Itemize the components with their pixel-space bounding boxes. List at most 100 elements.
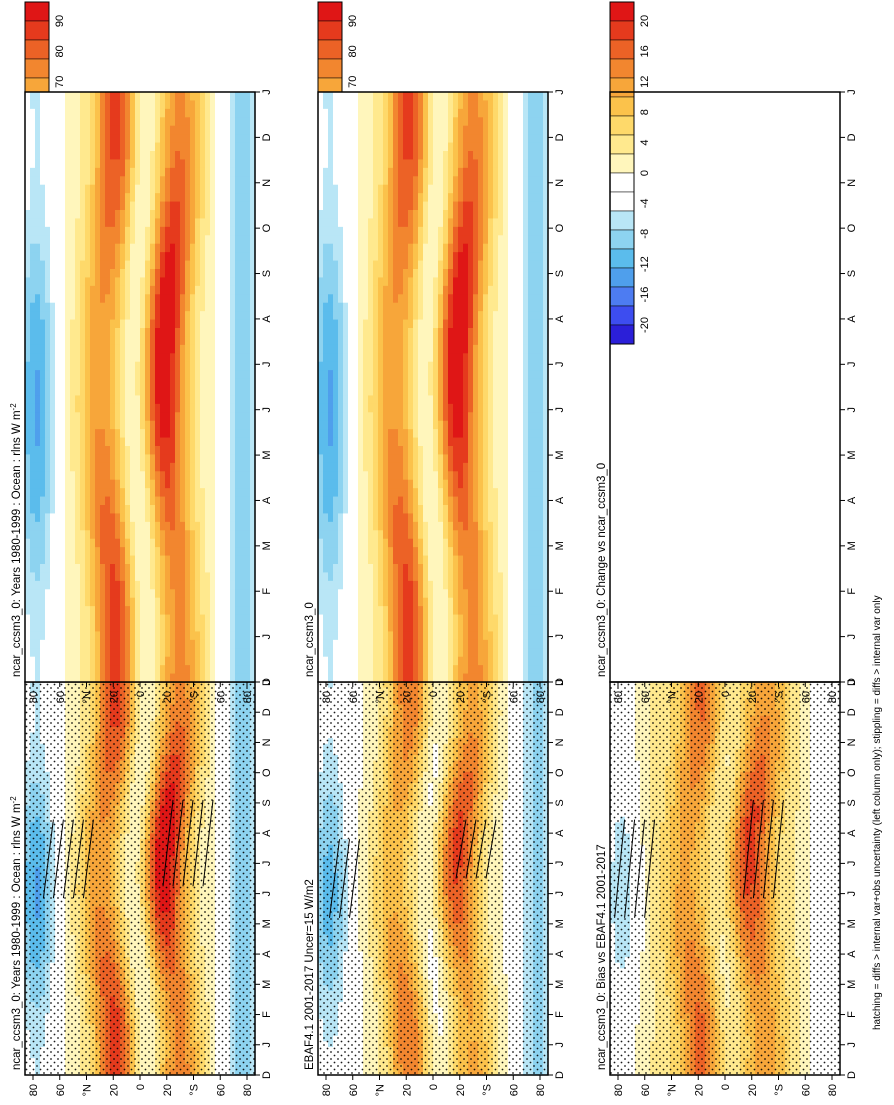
heatmap-cell bbox=[25, 463, 31, 472]
heatmap-cell bbox=[135, 261, 141, 270]
heatmap-cell bbox=[60, 151, 66, 160]
heatmap-cell bbox=[85, 303, 91, 312]
heatmap-cell bbox=[60, 193, 66, 202]
heatmap-cell bbox=[55, 100, 61, 109]
heatmap-cell bbox=[35, 379, 41, 388]
heatmap-cell bbox=[90, 429, 96, 438]
heatmap-cell bbox=[60, 640, 66, 649]
heatmap-cell bbox=[100, 92, 106, 101]
heatmap-cell bbox=[45, 202, 51, 211]
heatmap-cell bbox=[60, 572, 66, 581]
heatmap-cell bbox=[40, 530, 46, 539]
heatmap-cell bbox=[135, 345, 141, 354]
heatmap-cell bbox=[30, 438, 36, 447]
heatmap-cell bbox=[90, 303, 96, 312]
heatmap-cell bbox=[135, 328, 141, 337]
heatmap-cell bbox=[45, 269, 51, 278]
heatmap-cell bbox=[110, 522, 116, 531]
heatmap-cell bbox=[110, 277, 116, 286]
heatmap-cell bbox=[40, 648, 46, 657]
heatmap-cell bbox=[80, 269, 86, 278]
heatmap-cell bbox=[100, 530, 106, 539]
heatmap-cell bbox=[75, 320, 81, 329]
heatmap-cell bbox=[40, 210, 46, 219]
heatmap-cell bbox=[105, 421, 111, 430]
heatmap-cell bbox=[60, 648, 66, 657]
heatmap-cell bbox=[70, 547, 76, 556]
heatmap-cell bbox=[80, 631, 86, 640]
heatmap-cell bbox=[105, 505, 111, 514]
heatmap-cell bbox=[95, 387, 101, 396]
colorbar-label: 90 bbox=[54, 15, 66, 27]
heatmap-cell bbox=[35, 421, 41, 430]
heatmap-cell bbox=[125, 505, 131, 514]
heatmap-cell bbox=[125, 623, 131, 632]
heatmap-cell bbox=[30, 395, 36, 404]
heatmap-cell bbox=[130, 345, 136, 354]
heatmap-cell bbox=[95, 269, 101, 278]
colorbar-label: 70 bbox=[54, 76, 66, 88]
heatmap-cell bbox=[60, 387, 66, 396]
heatmap-cell bbox=[75, 92, 81, 101]
heatmap-cell bbox=[50, 606, 56, 615]
heatmap-cell bbox=[75, 235, 81, 244]
heatmap-cell bbox=[30, 218, 36, 227]
heatmap-cell bbox=[90, 244, 96, 253]
heatmap-cell bbox=[50, 92, 56, 101]
heatmap-cell bbox=[110, 126, 116, 135]
heatmap-cell bbox=[135, 488, 141, 497]
heatmap-cell bbox=[65, 480, 71, 489]
heatmap-cell bbox=[115, 227, 121, 236]
heatmap-cell bbox=[125, 387, 131, 396]
heatmap-cell bbox=[135, 294, 141, 303]
heatmap-cell bbox=[75, 328, 81, 337]
heatmap-cell bbox=[40, 134, 46, 143]
heatmap-cell bbox=[35, 353, 41, 362]
heatmap-cell bbox=[70, 640, 76, 649]
heatmap-cell bbox=[45, 193, 51, 202]
heatmap-cell bbox=[50, 598, 56, 607]
heatmap-cell bbox=[110, 202, 116, 211]
heatmap-cell bbox=[125, 454, 131, 463]
heatmap-cell bbox=[30, 143, 36, 152]
heatmap-cell bbox=[35, 269, 41, 278]
heatmap-cell bbox=[120, 193, 126, 202]
heatmap-cell bbox=[105, 92, 111, 101]
heatmap-cell bbox=[25, 522, 31, 531]
heatmap-cell bbox=[140, 328, 146, 337]
heatmap-cell bbox=[60, 117, 66, 126]
heatmap-cell bbox=[120, 185, 126, 194]
heatmap-cell bbox=[65, 311, 71, 320]
heatmap-cell bbox=[75, 202, 81, 211]
heatmap-cell bbox=[135, 547, 141, 556]
month-tick-label: O bbox=[261, 768, 273, 777]
heatmap-cell bbox=[50, 640, 56, 649]
heatmap-cell bbox=[135, 117, 141, 126]
heatmap-cell bbox=[100, 168, 106, 177]
heatmap-cell bbox=[30, 606, 36, 615]
heatmap-cell bbox=[80, 370, 86, 379]
heatmap-cell bbox=[80, 328, 86, 337]
heatmap-cell bbox=[75, 227, 81, 236]
heatmap-cell bbox=[45, 463, 51, 472]
heatmap-cell bbox=[135, 665, 141, 674]
heatmap-cell bbox=[90, 589, 96, 598]
heatmap-cell bbox=[130, 598, 136, 607]
heatmap-cell bbox=[105, 134, 111, 143]
heatmap-cell bbox=[135, 362, 141, 371]
heatmap-cell bbox=[25, 159, 31, 168]
heatmap-cell bbox=[40, 463, 46, 472]
heatmap-cell bbox=[115, 463, 121, 472]
heatmap-cell bbox=[80, 159, 86, 168]
heatmap-cell bbox=[25, 151, 31, 160]
heatmap-cell bbox=[85, 244, 91, 253]
heatmap-cell bbox=[110, 438, 116, 447]
month-tick-label: J bbox=[261, 1042, 273, 1048]
heatmap-cell bbox=[130, 168, 136, 177]
heatmap-cell bbox=[130, 513, 136, 522]
heatmap-cell bbox=[115, 370, 121, 379]
heatmap-cell bbox=[95, 151, 101, 160]
month-tick-label: D bbox=[261, 708, 273, 716]
heatmap-cell bbox=[115, 454, 121, 463]
